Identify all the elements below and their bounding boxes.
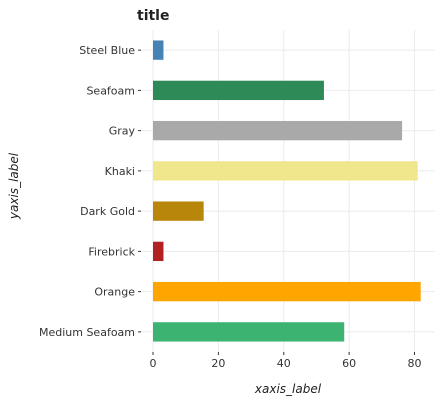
- bar-gray: [153, 120, 403, 141]
- x-axis-label: xaxis_label: [254, 382, 322, 396]
- y-axis-label: yaxis_label: [7, 152, 21, 220]
- bars: [153, 40, 421, 342]
- bar-seafoam: [153, 80, 324, 101]
- y-tick-label: Steel Blue: [79, 44, 135, 57]
- y-tick-label: Dark Gold: [80, 205, 135, 218]
- y-tick-label: Khaki: [105, 165, 135, 178]
- bar-khaki: [153, 161, 418, 181]
- x-tick-label: 20: [211, 357, 225, 370]
- bar-medium-seafoam: [153, 322, 345, 342]
- bar-firebrick: [153, 241, 164, 262]
- x-tick-label: 60: [342, 357, 356, 370]
- bar-steel-blue: [153, 40, 164, 60]
- grid-lines: [141, 30, 435, 352]
- y-tick-label: Firebrick: [88, 245, 135, 258]
- x-tick-label: 40: [277, 357, 291, 370]
- bar-orange: [153, 281, 421, 302]
- x-tick-label: 80: [408, 357, 422, 370]
- x-tick-label: 0: [150, 357, 157, 370]
- y-tick-label: Orange: [94, 286, 135, 299]
- bar-dark-gold: [153, 201, 204, 221]
- chart-title: title: [137, 8, 169, 24]
- y-tick-labels: Medium Seafoam Orange Firebrick Dark Gold Kh…: [39, 44, 141, 339]
- y-tick-label: Medium Seafoam: [39, 326, 135, 339]
- y-tick-label: Gray: [109, 125, 136, 138]
- y-tick-label: Seafoam: [86, 84, 135, 97]
- x-tick-labels: 0 20 40 60 80: [150, 352, 422, 370]
